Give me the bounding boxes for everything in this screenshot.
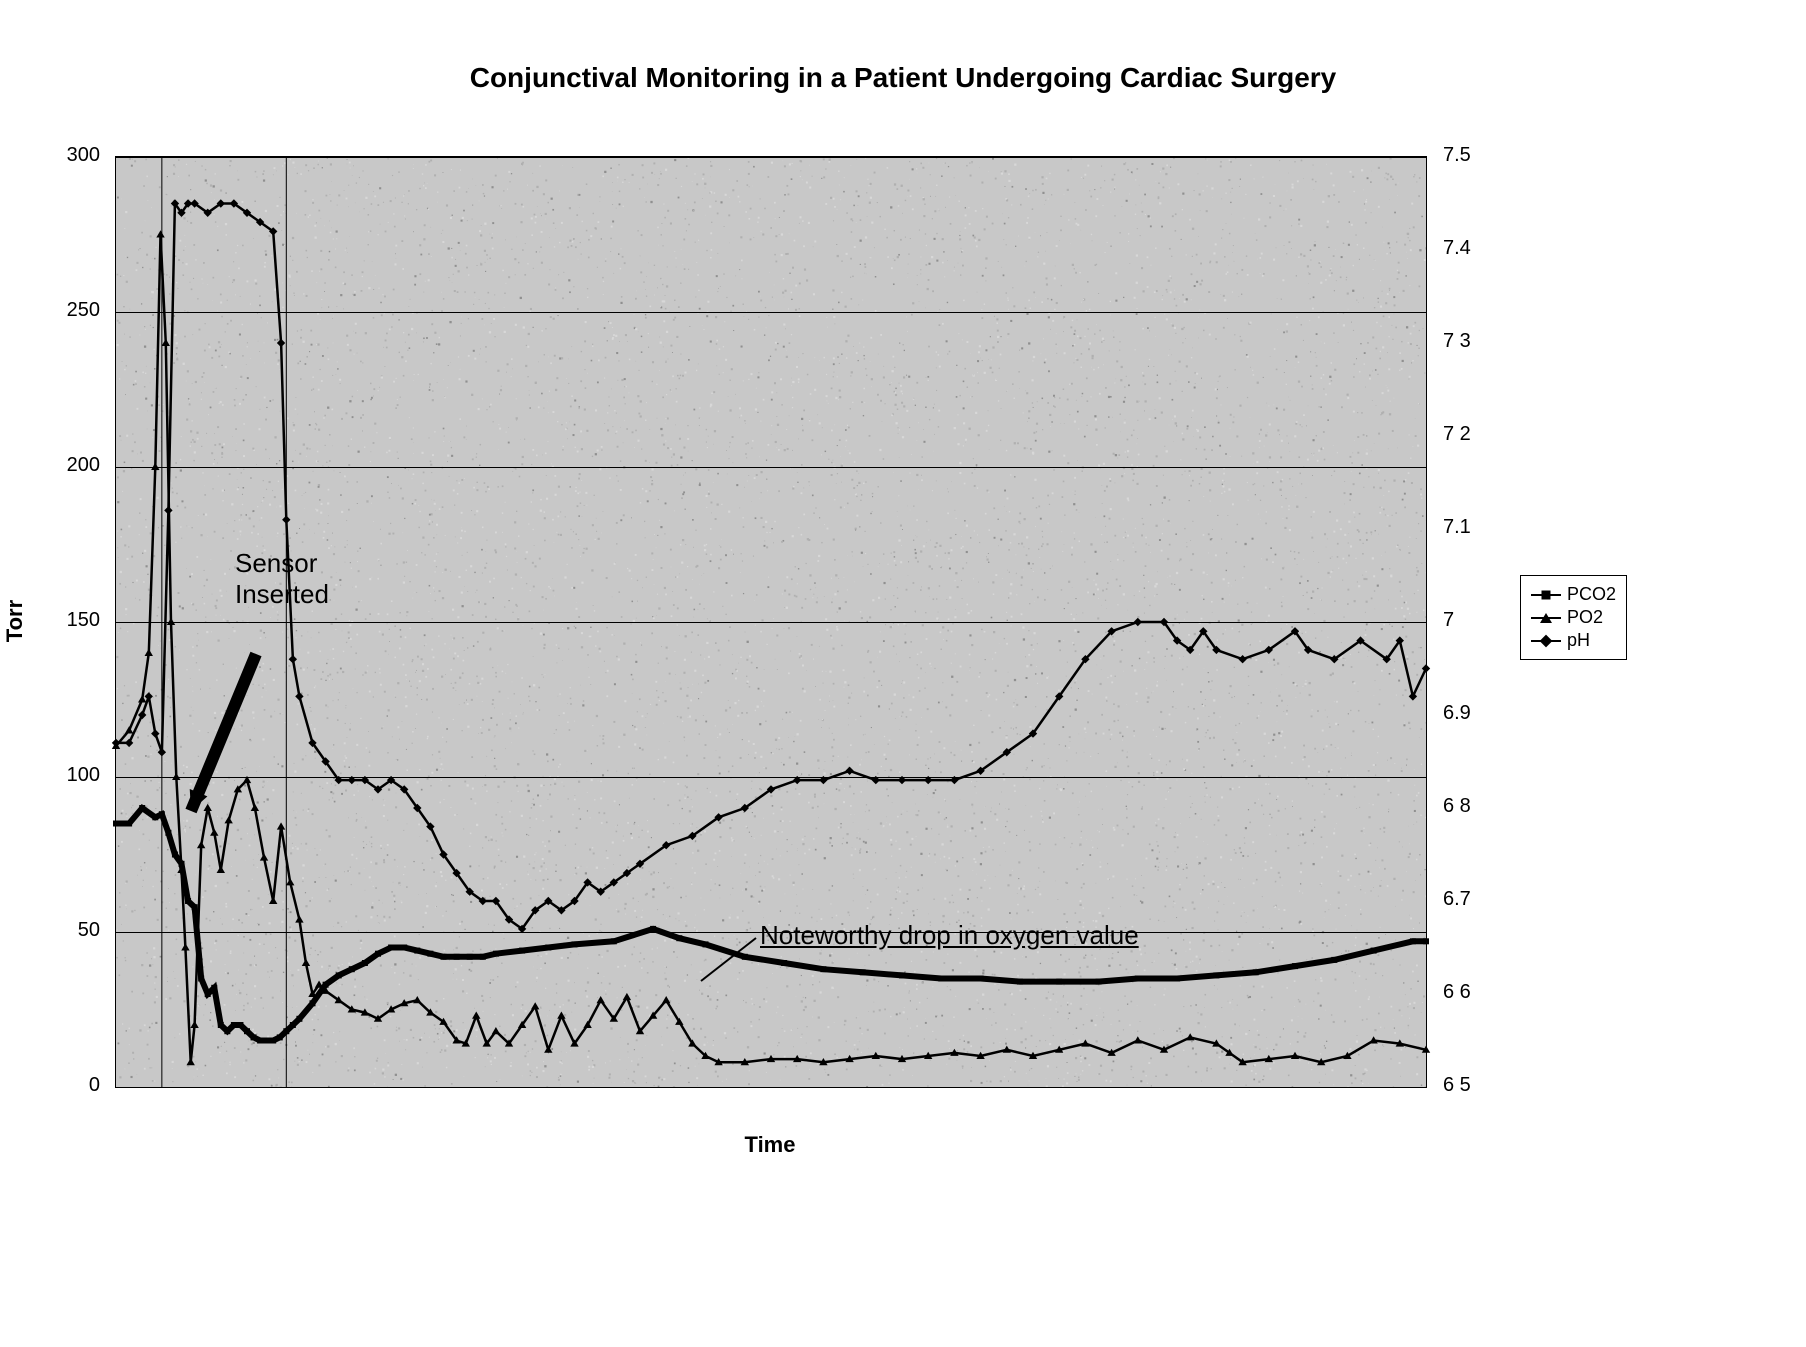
left-axis-label-text: Torr	[2, 600, 27, 642]
left-axis-label: Torr	[2, 600, 28, 642]
legend-item-pco2: PCO2	[1531, 584, 1616, 605]
annotation-oxygen-drop: Noteworthy drop in oxygen value	[760, 920, 1139, 951]
x-axis-label: Time	[745, 1132, 796, 1158]
annotation-sensor-inserted: SensorInserted	[235, 548, 329, 610]
chart-title: Conjunctival Monitoring in a Patient Und…	[0, 62, 1806, 94]
chart-title-text: Conjunctival Monitoring in a Patient Und…	[470, 62, 1337, 93]
legend-item-po2: PO2	[1531, 607, 1616, 628]
legend: PCO2PO2pH	[1520, 575, 1627, 660]
x-axis-label-text: Time	[745, 1132, 796, 1157]
chart-container: { "canvas": {"width": 1806, "height": 13…	[0, 0, 1806, 1347]
legend-item-ph: pH	[1531, 630, 1616, 651]
